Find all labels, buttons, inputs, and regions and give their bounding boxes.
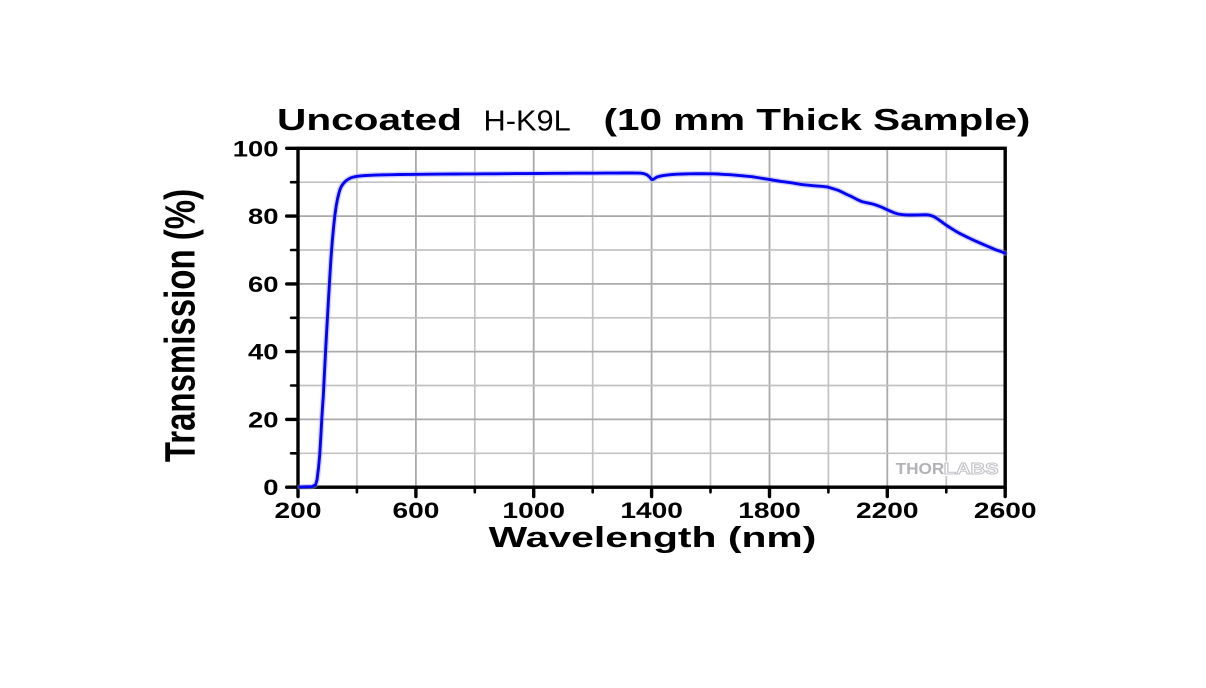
- svg-text:1800: 1800: [738, 499, 801, 524]
- svg-text:600: 600: [392, 499, 439, 524]
- svg-text:Uncoated: Uncoated: [277, 102, 462, 137]
- svg-text:100: 100: [233, 137, 279, 162]
- svg-text:200: 200: [275, 499, 322, 524]
- svg-text:1000: 1000: [502, 499, 565, 524]
- svg-text:60: 60: [248, 272, 279, 297]
- svg-text:1400: 1400: [620, 499, 683, 524]
- svg-text:80: 80: [248, 204, 279, 229]
- svg-text:H-K9L: H-K9L: [484, 106, 571, 138]
- svg-text:0: 0: [263, 475, 278, 500]
- svg-text:THOR: THOR: [896, 460, 945, 478]
- svg-text:2600: 2600: [974, 499, 1037, 524]
- svg-text:LABS: LABS: [944, 460, 999, 477]
- svg-text:Transmission (%): Transmission (%): [156, 189, 204, 462]
- svg-text:Wavelength (nm): Wavelength (nm): [489, 521, 817, 554]
- svg-text:40: 40: [248, 340, 279, 365]
- svg-text:20: 20: [248, 408, 279, 433]
- svg-text:(10 mm Thick Sample): (10 mm Thick Sample): [604, 102, 1031, 137]
- svg-text:2200: 2200: [856, 499, 919, 524]
